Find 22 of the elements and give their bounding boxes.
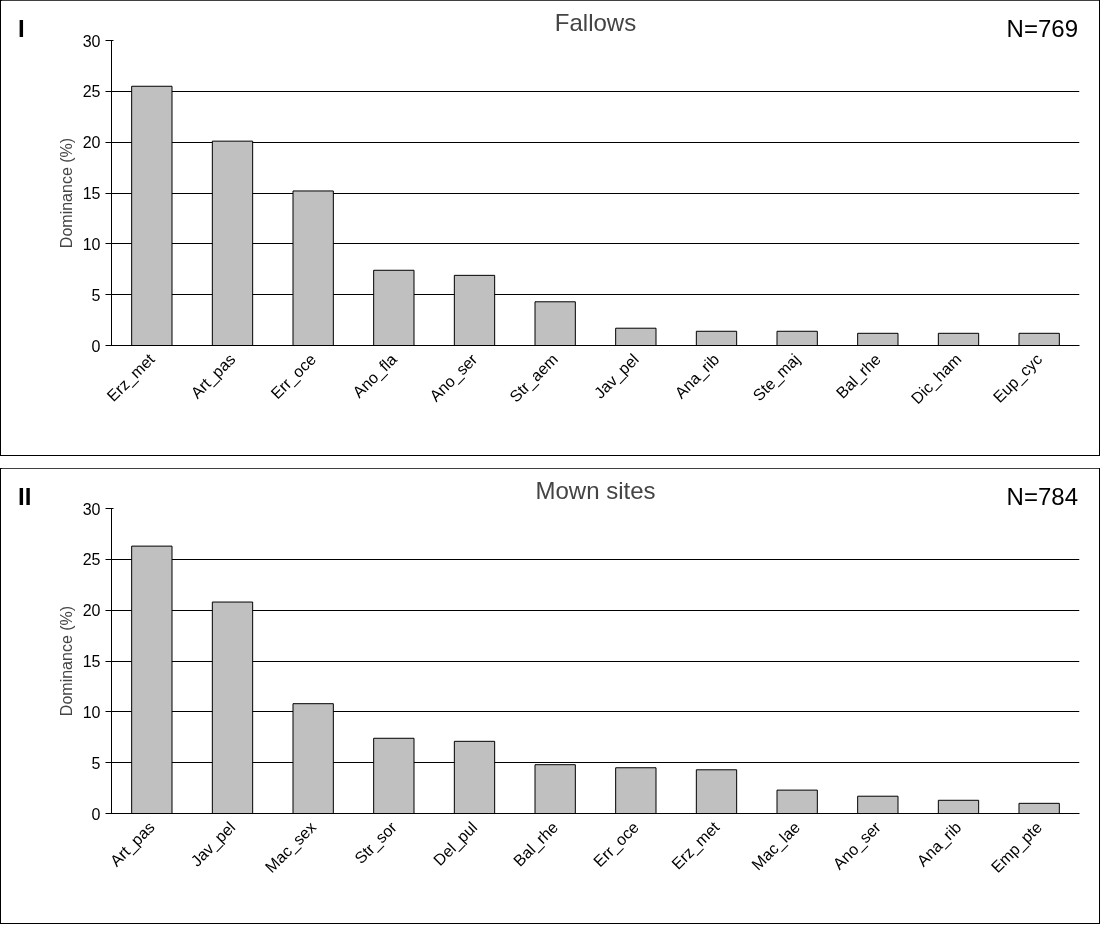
- y-tick-label: 5: [91, 754, 101, 772]
- chart-title: Mown sites: [535, 476, 656, 504]
- y-tick-label: 15: [82, 185, 101, 202]
- y-tick-label: 30: [82, 32, 101, 50]
- y-tick-label: 20: [82, 602, 101, 620]
- y-tick-label: 5: [91, 286, 101, 304]
- chart-title: Fallows: [554, 8, 637, 36]
- y-tick-label: 25: [82, 551, 101, 569]
- y-tick-label: 20: [82, 134, 101, 152]
- annotation: N=784: [1006, 482, 1078, 512]
- y-axis-title: Dominance (%): [57, 137, 75, 249]
- text: II: [18, 482, 32, 512]
- y-tick-label: 25: [82, 83, 101, 101]
- text: I: [18, 14, 25, 44]
- y-tick-label: 15: [82, 653, 101, 670]
- y-tick-label: 10: [82, 235, 101, 253]
- y-tick-label: 0: [91, 337, 101, 355]
- y-tick-label: 0: [91, 805, 101, 823]
- y-tick-label: 30: [82, 500, 101, 518]
- y-axis-title: Dominance (%): [57, 605, 75, 717]
- annotation: N=769: [1006, 14, 1078, 44]
- y-tick-label: 10: [82, 703, 101, 721]
